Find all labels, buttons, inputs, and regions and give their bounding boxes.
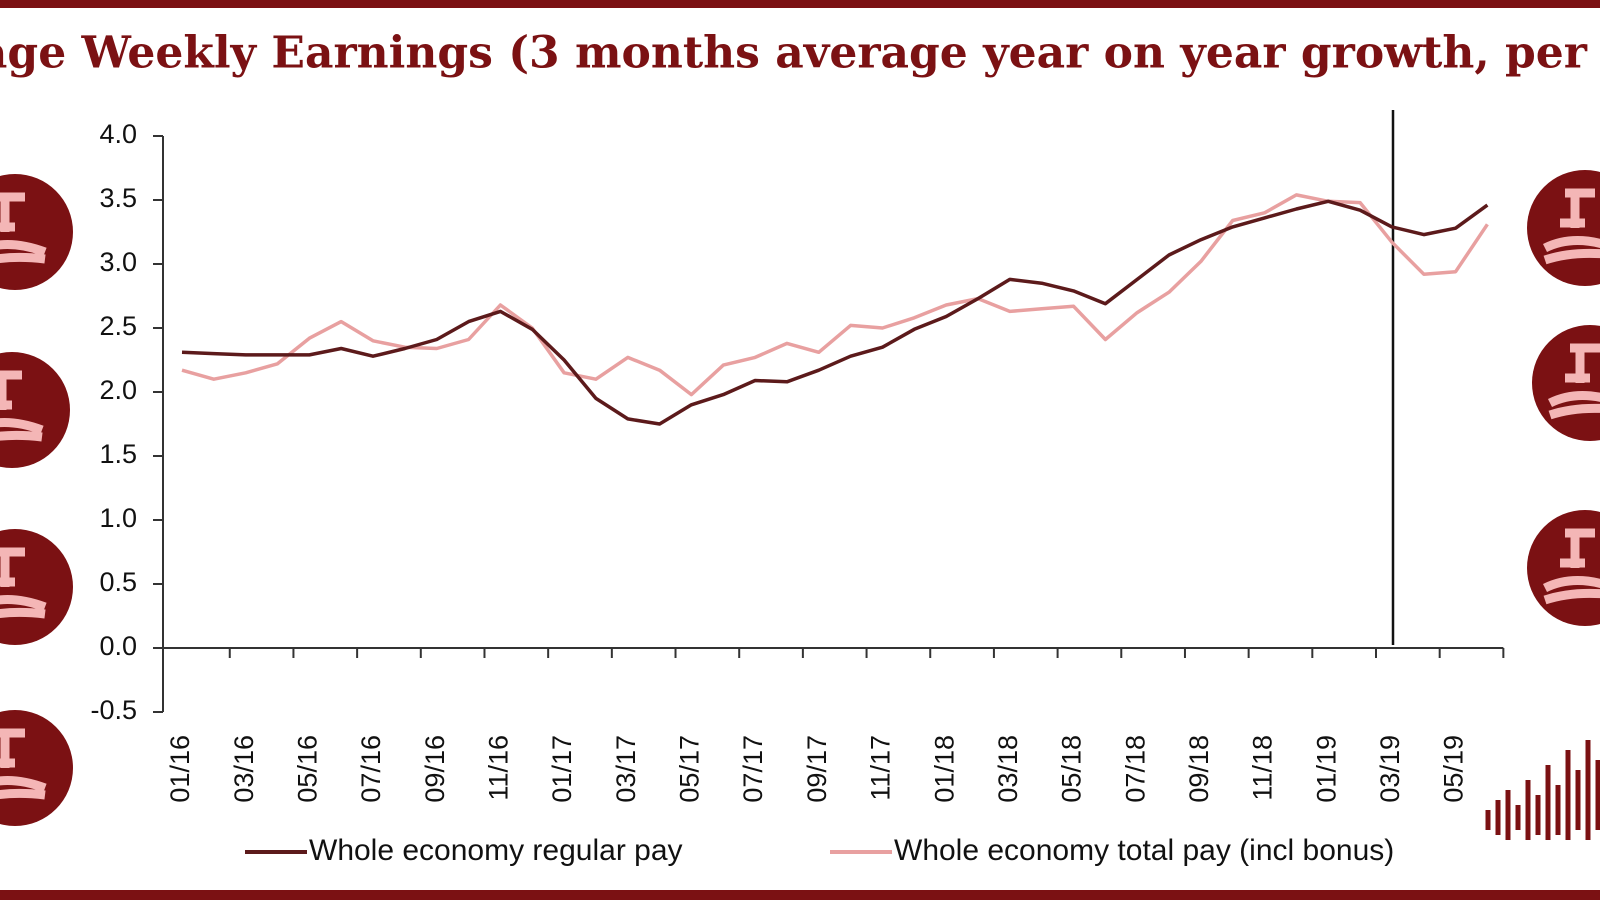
x-tick-label: 01/19 (1311, 735, 1341, 803)
x-tick-label: 01/18 (929, 735, 959, 803)
x-tick-label: 09/18 (1184, 735, 1214, 803)
y-tick-label: 3.5 (99, 183, 137, 213)
series-line (181, 199, 1489, 426)
x-tick-label: 01/17 (547, 735, 577, 803)
legend-label: Whole economy regular pay (309, 834, 683, 867)
x-tick-label: 05/17 (675, 735, 705, 803)
y-tick-label: 3.0 (99, 247, 137, 277)
y-tick-label: 1.5 (99, 439, 137, 469)
x-tick-label: 03/16 (229, 735, 259, 803)
legend-label: Whole economy total pay (incl bonus) (894, 834, 1394, 867)
pound-icon (1527, 510, 1600, 626)
x-tick-label: 05/16 (292, 735, 322, 803)
x-tick-label: 03/17 (611, 735, 641, 803)
series-line (181, 193, 1489, 397)
pound-icon (1532, 325, 1600, 441)
decorations (0, 170, 1600, 840)
x-tick-label: 11/17 (866, 735, 896, 801)
y-tick-label: 0.0 (99, 631, 137, 661)
y-tick-label: -0.5 (90, 695, 137, 725)
y-tick-label: 1.0 (99, 503, 137, 533)
y-tick-label: 0.5 (99, 567, 137, 597)
pound-icon (1527, 170, 1600, 286)
y-tick-label: 2.0 (99, 375, 137, 405)
pound-icon (0, 529, 73, 645)
pound-icon (0, 710, 73, 826)
y-tick-label: 4.0 (99, 119, 137, 149)
pound-icon (0, 352, 70, 468)
x-tick-label: 11/18 (1248, 735, 1278, 801)
bottom-bar (0, 890, 1600, 900)
x-tick-label: 01/16 (165, 735, 195, 803)
pound-icon (0, 174, 73, 290)
x-tick-label: 09/16 (420, 735, 450, 803)
x-tick-label: 07/18 (1120, 735, 1150, 803)
x-tick-label: 03/19 (1375, 735, 1405, 803)
x-tick-label: 05/18 (1057, 735, 1087, 803)
x-tick-label: 09/17 (802, 735, 832, 803)
sound-bars (1485, 740, 1600, 840)
x-tick-label: 05/19 (1439, 735, 1469, 803)
top-bar (0, 0, 1600, 8)
x-tick-label: 07/17 (738, 735, 768, 803)
x-tick-label: 11/16 (484, 735, 514, 801)
x-tick-label: 07/16 (356, 735, 386, 803)
chart-title: Average Weekly Earnings (3 months averag… (0, 28, 1600, 79)
y-tick-label: 2.5 (99, 311, 137, 341)
x-tick-label: 03/18 (993, 735, 1023, 803)
